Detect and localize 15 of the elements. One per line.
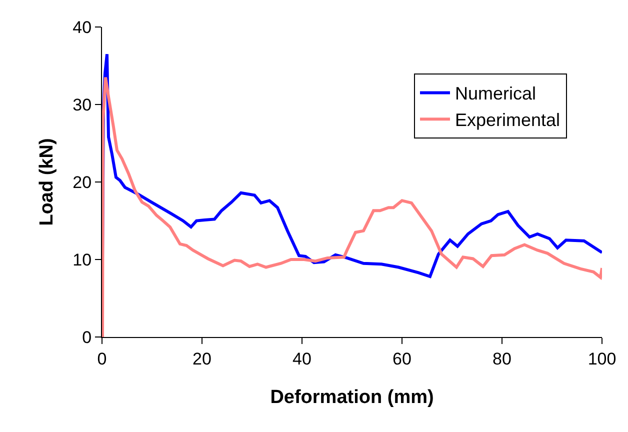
x-tick-label: 100 [588,349,616,368]
y-tick-label: 40 [72,18,92,37]
y-tick-label: 30 [72,95,92,114]
y-tick-label: 10 [72,250,92,270]
y-tick-label: 0 [82,328,92,347]
x-tick-label: 60 [392,349,412,368]
y-tick-label: 20 [72,172,92,192]
legend-label: Numerical [455,84,536,104]
legend-label: Experimental [455,110,560,130]
x-tick-label: 20 [192,349,212,368]
y-axis-title: Load (kN) [36,138,58,226]
x-tick-label: 0 [97,349,107,368]
x-axis-title: Deformation (mm) [270,387,434,408]
x-tick-label: 80 [492,349,512,368]
x-tick-label: 40 [292,349,312,368]
